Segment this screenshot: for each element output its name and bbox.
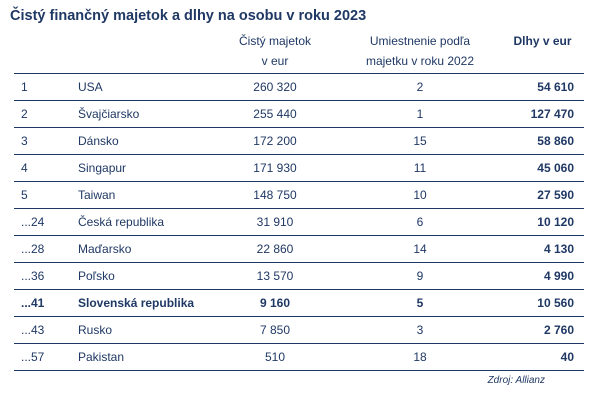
cell-rank-2022: 18 <box>413 350 427 364</box>
table-row: ...43 Rusko 7 850 3 2 760 <box>14 317 584 344</box>
cell-country: Rusko <box>78 323 113 337</box>
table-row: 5 Taiwan 148 750 10 27 590 <box>14 182 584 209</box>
table-row: ...57 Pakistan 510 18 40 <box>14 344 584 371</box>
table-row: ...28 Maďarsko 22 860 14 4 130 <box>14 236 584 263</box>
cell-rank: 4 <box>21 161 28 175</box>
cell-rank: 1 <box>21 80 28 94</box>
cell-net-assets: 171 930 <box>253 161 297 175</box>
source-note: Zdroj: Allianz <box>487 375 545 386</box>
cell-country: Taiwan <box>78 188 116 202</box>
header-net-assets: Čistý majetok v eur <box>230 31 320 71</box>
cell-debt: 58 860 <box>537 134 574 148</box>
cell-country: Poľsko <box>78 269 115 283</box>
cell-debt: 2 760 <box>543 323 574 337</box>
cell-net-assets: 255 440 <box>253 107 297 121</box>
cell-country: Singapur <box>78 161 127 175</box>
cell-rank-2022: 10 <box>413 188 427 202</box>
cell-country: Maďarsko <box>78 242 132 256</box>
cell-rank: ...36 <box>21 269 45 283</box>
cell-country: USA <box>78 80 103 94</box>
table-row: 2 Švajčiarsko 255 440 1 127 470 <box>14 101 584 128</box>
cell-net-assets: 260 320 <box>253 80 297 94</box>
cell-debt: 54 610 <box>537 80 574 94</box>
cell-debt: 127 470 <box>530 107 574 121</box>
cell-rank: ...57 <box>21 350 45 364</box>
cell-net-assets: 22 860 <box>256 242 294 256</box>
cell-net-assets: 31 910 <box>256 215 294 229</box>
cell-net-assets: 172 200 <box>253 134 297 148</box>
header-net-assets-line1: Čistý majetok <box>238 34 312 48</box>
cell-net-assets: 13 570 <box>256 269 294 283</box>
cell-debt: 40 <box>560 350 574 364</box>
cell-rank: 5 <box>21 188 28 202</box>
cell-country: Švajčiarsko <box>78 107 140 121</box>
cell-rank-2022: 14 <box>413 242 427 256</box>
cell-country: Slovenská republika <box>78 296 195 310</box>
cell-debt: 45 060 <box>537 161 574 175</box>
cell-net-assets: 148 750 <box>253 188 297 202</box>
table-row: ...36 Poľsko 13 570 9 4 990 <box>14 263 584 290</box>
cell-net-assets: 7 850 <box>259 323 291 337</box>
header-rank-2022-line2: majetku v roku 2022 <box>365 54 475 68</box>
cell-net-assets: 510 <box>264 350 286 364</box>
cell-rank-2022: 2 <box>416 80 424 94</box>
table-row: ...41 Slovenská republika 9 160 5 10 560 <box>14 290 584 317</box>
cell-rank: ...43 <box>21 323 45 337</box>
cell-rank: ...24 <box>21 215 45 229</box>
cell-country: Pakistan <box>78 350 125 364</box>
cell-rank-2022: 11 <box>413 161 427 175</box>
cell-rank: 3 <box>21 134 28 148</box>
cell-rank-2022: 5 <box>416 296 424 310</box>
cell-rank-2022: 1 <box>416 107 424 121</box>
cell-rank: 2 <box>21 107 28 121</box>
table-row: ...24 Česká republika 31 910 6 10 120 <box>14 209 584 236</box>
cell-rank: ...41 <box>21 296 45 310</box>
table-title: Čistý finančný majetok a dlhy na osobu v… <box>10 8 367 24</box>
table-row: 3 Dánsko 172 200 15 58 860 <box>14 128 584 155</box>
cell-rank-2022: 3 <box>416 323 424 337</box>
cell-country: Dánsko <box>78 134 119 148</box>
cell-rank-2022: 15 <box>413 134 427 148</box>
table-row: 1 USA 260 320 2 54 610 <box>14 74 584 101</box>
header-rank-2022-line1: Umiestnenie podľa <box>369 34 471 48</box>
cell-debt: 4 130 <box>543 242 574 256</box>
cell-rank-2022: 6 <box>416 215 424 229</box>
cell-debt: 27 590 <box>537 188 574 202</box>
table-row: 4 Singapur 171 930 11 45 060 <box>14 155 584 182</box>
header-rank-2022: Umiestnenie podľa majetku v roku 2022 <box>350 31 490 71</box>
cell-country: Česká republika <box>78 215 165 229</box>
data-table: 1 USA 260 320 2 54 610 2 Švajčiarsko 255 440 1 12… <box>14 73 584 371</box>
cell-net-assets: 9 160 <box>259 296 291 310</box>
cell-debt: 4 990 <box>543 269 574 283</box>
cell-debt: 10 560 <box>537 296 574 310</box>
cell-rank: ...28 <box>21 242 45 256</box>
header-debt: Dlhy v eur <box>513 34 572 48</box>
cell-rank-2022: 9 <box>416 269 424 283</box>
cell-debt: 10 120 <box>537 215 574 229</box>
header-net-assets-line2: v eur <box>261 54 289 68</box>
